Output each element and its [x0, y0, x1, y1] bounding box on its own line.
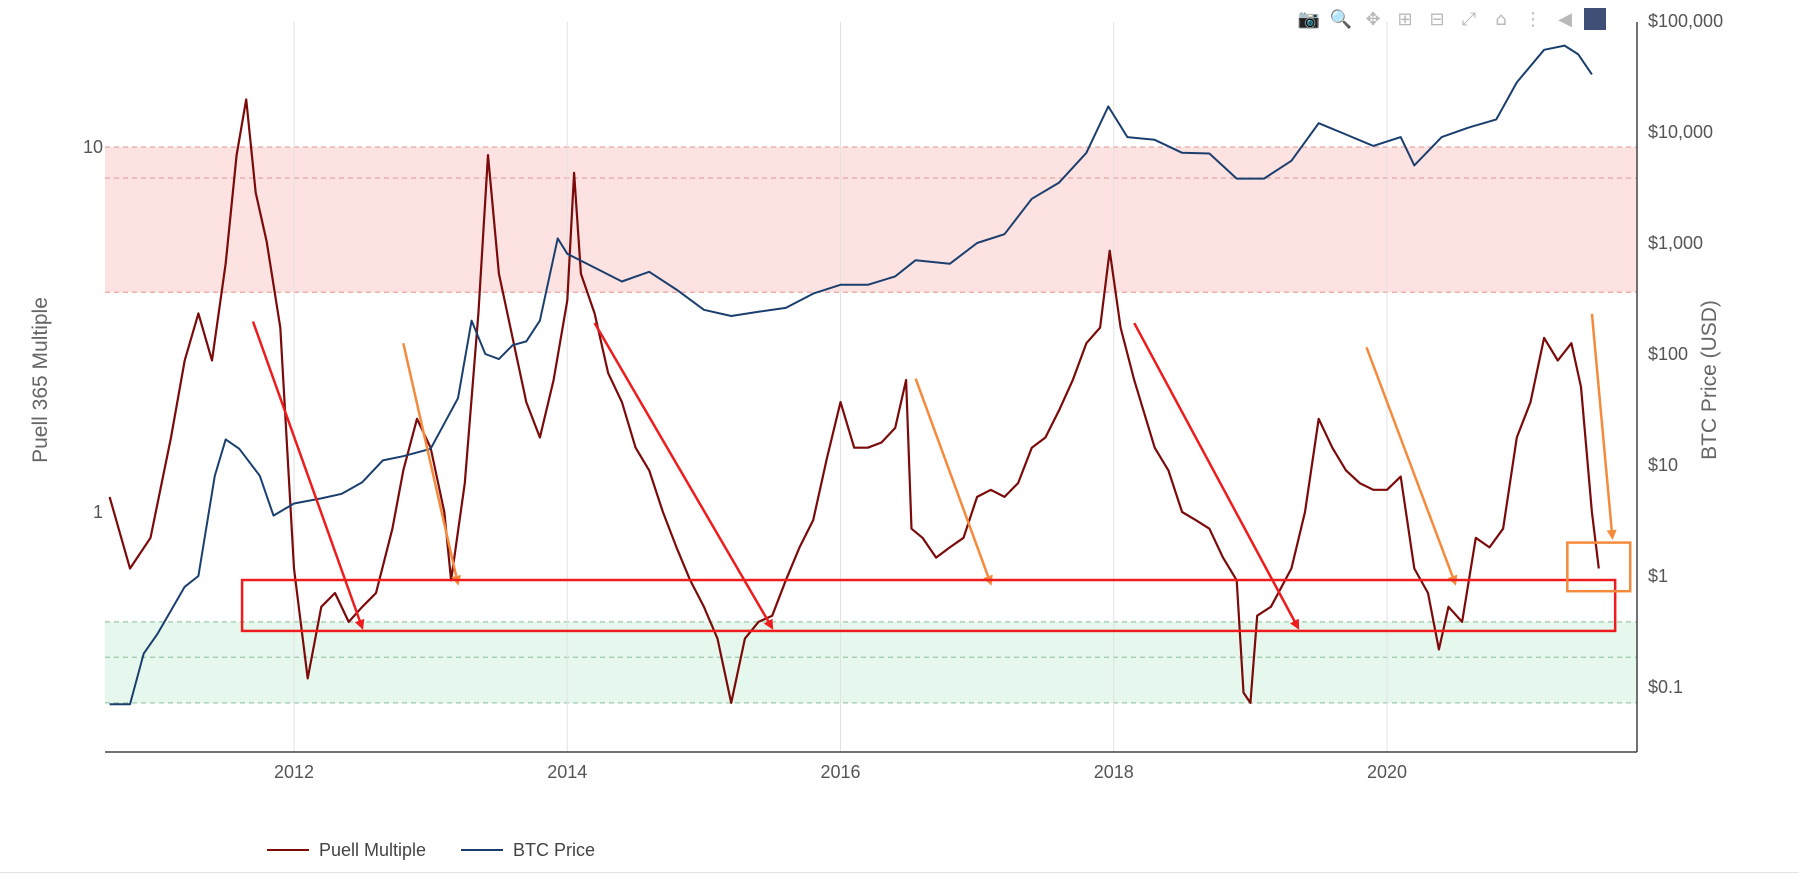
series-layer[interactable]	[108, 44, 1600, 706]
x-tick-labels: 2012 2014 2016 2018 2020	[274, 762, 1407, 782]
right-tick-labels: $100,000 $10,000 $1,000 $100 $10 $1 $0.1	[1648, 11, 1723, 697]
x-tick-label: 2018	[1094, 762, 1134, 782]
x-tick-label: 2020	[1367, 762, 1407, 782]
orange-arrow	[1590, 313, 1617, 540]
x-tick-label: 2016	[820, 762, 860, 782]
orange-arrow	[402, 342, 462, 586]
red-arrow	[593, 322, 774, 630]
right-tick-label: $100,000	[1648, 11, 1723, 31]
right-axis-title: BTC Price (USD)	[1698, 300, 1721, 460]
right-tick-label: $1	[1648, 566, 1668, 586]
right-tick-label: $0.1	[1648, 677, 1683, 697]
zoom-out-icon[interactable]: ⊟	[1429, 8, 1445, 30]
hover-closest-icon[interactable]: ◀	[1558, 8, 1572, 30]
orange-arrow	[914, 378, 993, 586]
right-tick-label: $1,000	[1648, 233, 1703, 253]
x-tick-label: 2014	[547, 762, 587, 782]
pan-icon[interactable]: ✥	[1365, 8, 1381, 30]
home-icon[interactable]: ⌂	[1495, 8, 1507, 30]
red-box	[240, 578, 1617, 633]
right-tick-label: $100	[1648, 344, 1688, 364]
zoom-in-icon[interactable]: ⊞	[1397, 8, 1413, 30]
legend-label: Puell Multiple	[319, 840, 426, 860]
plot-background	[105, 22, 1637, 752]
bottom-divider	[0, 872, 1799, 873]
low-band	[105, 621, 1637, 703]
toolbar: 📷 🔍 ✥ ⊞ ⊟ ⤢ ⌂ ⋮ ◀	[1296, 6, 1606, 32]
autoscale-icon[interactable]: ⤢	[1461, 8, 1477, 30]
high-band	[105, 147, 1637, 293]
left-tick-label: 10	[83, 137, 103, 157]
red-arrow	[251, 321, 365, 630]
spike-lines-icon[interactable]: ⋮	[1524, 8, 1542, 30]
right-tick-label: $10	[1648, 455, 1678, 475]
puell-multiple-line[interactable]	[108, 98, 1600, 704]
orange-arrow	[1365, 346, 1458, 586]
right-tick-label: $10,000	[1648, 122, 1713, 142]
legend-item[interactable]: BTC Price	[461, 840, 595, 860]
left-tick-label: 1	[93, 502, 103, 522]
legend-item[interactable]: Puell Multiple	[267, 840, 426, 860]
zoom-icon[interactable]: 🔍	[1329, 8, 1353, 30]
red-arrow	[1133, 322, 1300, 630]
orange-box	[1566, 541, 1632, 593]
plotly-logo-icon[interactable]	[1584, 8, 1606, 30]
left-axis-title: Puell 365 Multiple	[29, 297, 52, 463]
x-tick-label: 2012	[274, 762, 314, 782]
camera-icon[interactable]: 📷	[1297, 8, 1321, 30]
btc-price-line[interactable]	[109, 44, 1593, 706]
annotation-arrows	[240, 313, 1632, 633]
legend[interactable]: Puell Multiple BTC Price	[267, 840, 595, 860]
legend-label: BTC Price	[513, 840, 595, 860]
left-tick-labels: 10 1	[83, 137, 103, 522]
